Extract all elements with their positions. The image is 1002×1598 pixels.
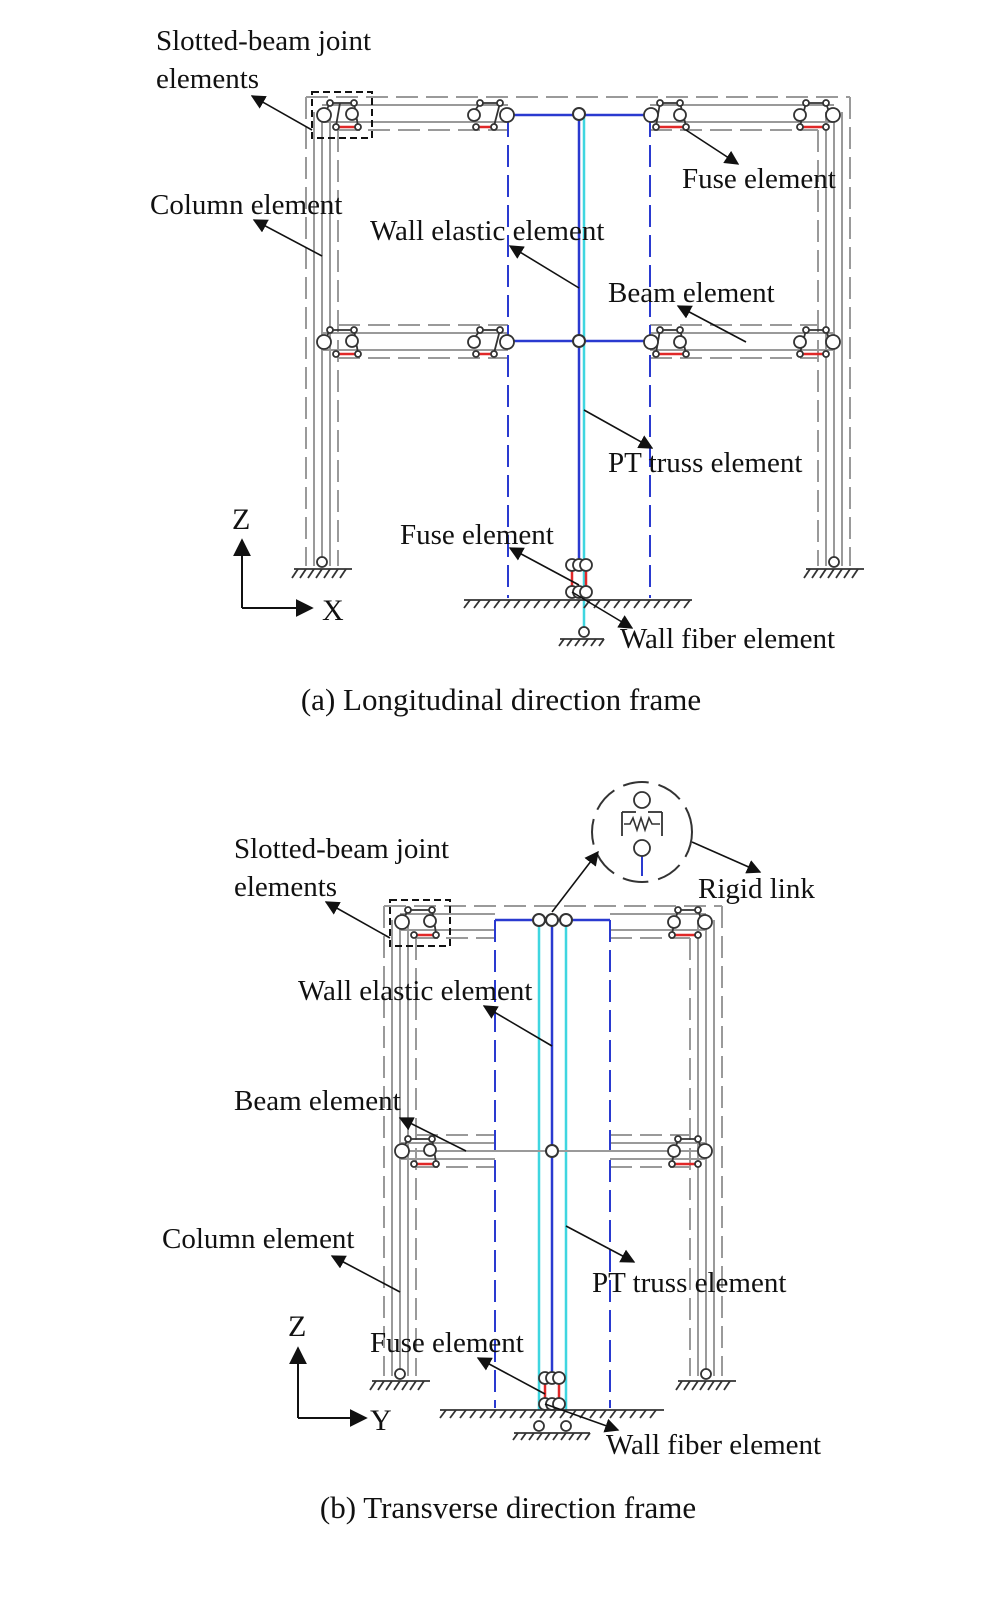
panel-a-column-element-label: Column element xyxy=(150,189,343,221)
panel-b-frame-dashed-outline xyxy=(383,905,723,1376)
panel-a-leader-arrows xyxy=(250,95,747,629)
panel-a-base-fuse-element xyxy=(565,558,593,599)
panel-a-wall-elastic-element-label: Wall elastic element xyxy=(370,215,604,247)
panel-b-supports xyxy=(369,1368,736,1441)
panel-a-frame-dashed-outline xyxy=(305,96,851,566)
panel-b-wall-fiber-element-label: Wall fiber element xyxy=(606,1429,821,1461)
panel-a-wall-dashed-outline xyxy=(507,115,651,598)
panel-b-rigid-link-detail xyxy=(591,781,693,883)
panel-a-longitudinal-frame: Z X Slotted-beam joint elements Fuse ele… xyxy=(150,25,864,717)
panel-a-caption: (a) Longitudinal direction frame xyxy=(301,682,701,717)
panel-a-coordinate-axes: Z X xyxy=(232,503,344,627)
panel-b-wall-elastic-element-label: Wall elastic element xyxy=(298,975,532,1007)
panel-b-pt-truss-lines xyxy=(537,920,568,1410)
panel-a-axis-x-label: X xyxy=(322,594,344,627)
panel-a-slotted-joint-label-line1: Slotted-beam joint xyxy=(156,25,371,57)
panel-a-joint-highlight-box xyxy=(311,91,373,139)
panel-a-fuse-element-label-base: Fuse element xyxy=(400,519,554,551)
panel-a-slotted-joints xyxy=(316,99,841,358)
panel-b-slotted-joint-label-line1: Slotted-beam joint xyxy=(234,833,449,865)
panel-a-wall-fiber-element-label: Wall fiber element xyxy=(620,623,835,655)
panel-a-supports xyxy=(291,556,864,647)
panel-a-beam-element-label: Beam element xyxy=(608,277,775,309)
panel-b-transverse-frame: Z Y Slotted-beam joint elements Rigid li… xyxy=(162,781,821,1525)
panel-a-axis-z-label: Z xyxy=(232,503,250,536)
panel-b-axis-z-label: Z xyxy=(288,1310,306,1343)
panel-b-rigid-link-label: Rigid link xyxy=(698,873,815,905)
panel-b-coordinate-axes: Z Y xyxy=(288,1310,392,1437)
panel-b-beam-element-label: Beam element xyxy=(234,1085,401,1117)
panel-a-slotted-joint-label-line2: elements xyxy=(156,63,259,95)
panel-b-wall-dashed-outline xyxy=(494,920,611,1408)
panel-b-caption: (b) Transverse direction frame xyxy=(320,1490,696,1525)
panel-b-slotted-joint-label-line2: elements xyxy=(234,871,337,903)
panel-b-slotted-joints xyxy=(394,906,713,1168)
panel-a-wall-nodes xyxy=(572,107,586,348)
panel-b-pt-truss-element-label: PT truss element xyxy=(592,1267,786,1299)
panel-b-joint-highlight-box xyxy=(389,899,451,947)
panel-b-column-element-label: Column element xyxy=(162,1223,355,1255)
panel-b-base-fuse-element xyxy=(538,1371,566,1411)
panel-b-axis-y-label: Y xyxy=(370,1404,392,1437)
panel-b-leader-arrows xyxy=(324,841,762,1433)
panel-a-fuse-element-label-top: Fuse element xyxy=(682,163,836,195)
panel-b-wall-nodes xyxy=(532,913,573,1158)
panel-a-pt-truss-element-label: PT truss element xyxy=(608,447,802,479)
panel-b-fuse-element-label: Fuse element xyxy=(370,1327,524,1359)
